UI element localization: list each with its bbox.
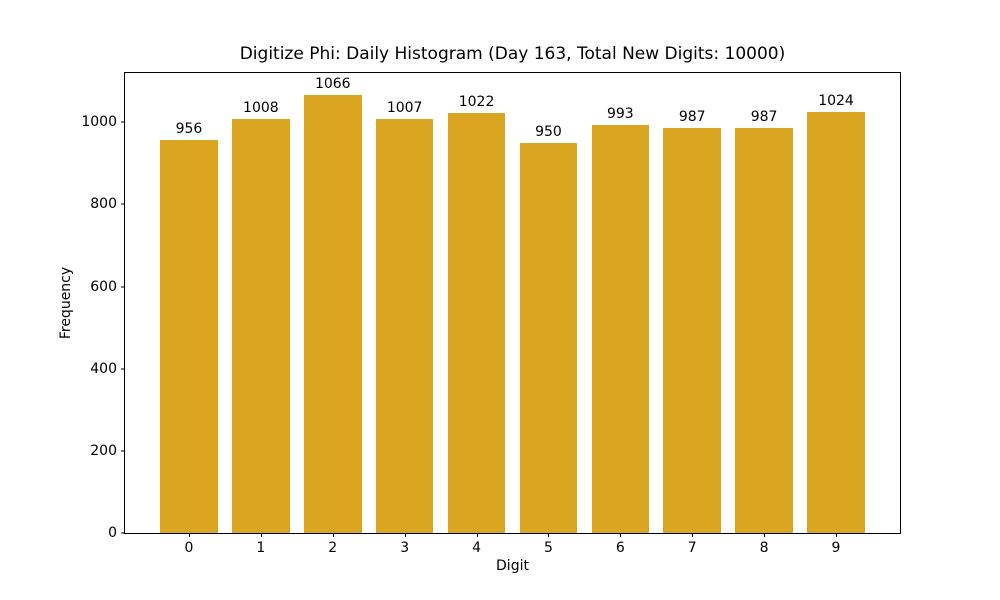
bar-digit-4	[447, 113, 506, 533]
y-axis-tick	[121, 286, 125, 288]
bar-value-label: 1022	[458, 94, 495, 111]
bar-value-label: 993	[606, 106, 634, 123]
bar-value-label: 987	[678, 108, 706, 125]
x-tick-label: 1	[256, 540, 266, 556]
bar-digit-1	[232, 119, 290, 533]
x-axis-label: Digit	[496, 558, 529, 574]
x-tick-label: 0	[184, 540, 194, 556]
x-tick-label: 2	[328, 540, 338, 556]
x-tick-label: 9	[831, 540, 841, 556]
chart-title: Digitize Phi: Daily Histogram (Day 163, …	[239, 44, 786, 64]
y-tick-label: 600	[90, 278, 117, 295]
bar-value-label: 956	[175, 121, 203, 138]
x-tick-label: 7	[687, 540, 697, 556]
x-axis-tick	[476, 533, 478, 537]
y-tick-label: 800	[90, 196, 117, 213]
y-axis-tick	[121, 121, 125, 123]
x-axis-tick	[764, 533, 766, 537]
bar-value-label: 1007	[386, 100, 423, 117]
y-tick-label: 400	[90, 360, 117, 377]
x-axis-tick	[332, 533, 334, 537]
y-tick-label: 200	[90, 442, 117, 459]
plot-area: 956 0 1008 1 1066 2 1007 3 1022 4 950 5 993 6 987 7 987 8…	[81, 72, 901, 556]
bar-value-label: 1024	[818, 93, 854, 110]
bar-digit-5	[519, 142, 578, 533]
bar-digit-0	[160, 140, 218, 533]
x-tick-label: 3	[400, 540, 410, 556]
bar-value-label: 1066	[314, 76, 351, 93]
x-axis-tick	[620, 533, 622, 537]
x-axis-tick	[188, 533, 190, 537]
bar-digit-3	[375, 119, 434, 533]
y-axis-tick	[121, 368, 125, 370]
y-axis-label: Frequency	[58, 266, 74, 340]
bar-digit-9	[807, 112, 865, 533]
bar-value-label: 987	[750, 108, 778, 125]
x-tick-label: 6	[615, 540, 625, 556]
x-axis-tick	[260, 533, 262, 537]
x-tick-label: 5	[543, 540, 553, 556]
bar-digit-2	[304, 95, 362, 533]
bar-digit-7	[663, 127, 721, 533]
x-tick-label: 4	[472, 540, 482, 556]
x-axis-tick	[836, 533, 838, 537]
x-axis-tick	[404, 533, 406, 537]
bar-value-label: 1008	[243, 100, 279, 116]
x-axis-tick	[692, 533, 694, 537]
x-tick-label: 8	[759, 540, 769, 556]
y-axis-tick	[121, 203, 125, 205]
y-tick-label: 0	[108, 525, 117, 541]
bar-value-label: 950	[535, 123, 562, 140]
bar-digit-6	[591, 125, 650, 533]
y-tick-label: 1000	[81, 114, 117, 131]
bar-digit-8	[735, 127, 793, 533]
x-axis-tick	[548, 533, 550, 537]
y-axis-tick	[121, 450, 125, 452]
y-axis-tick	[121, 532, 125, 534]
